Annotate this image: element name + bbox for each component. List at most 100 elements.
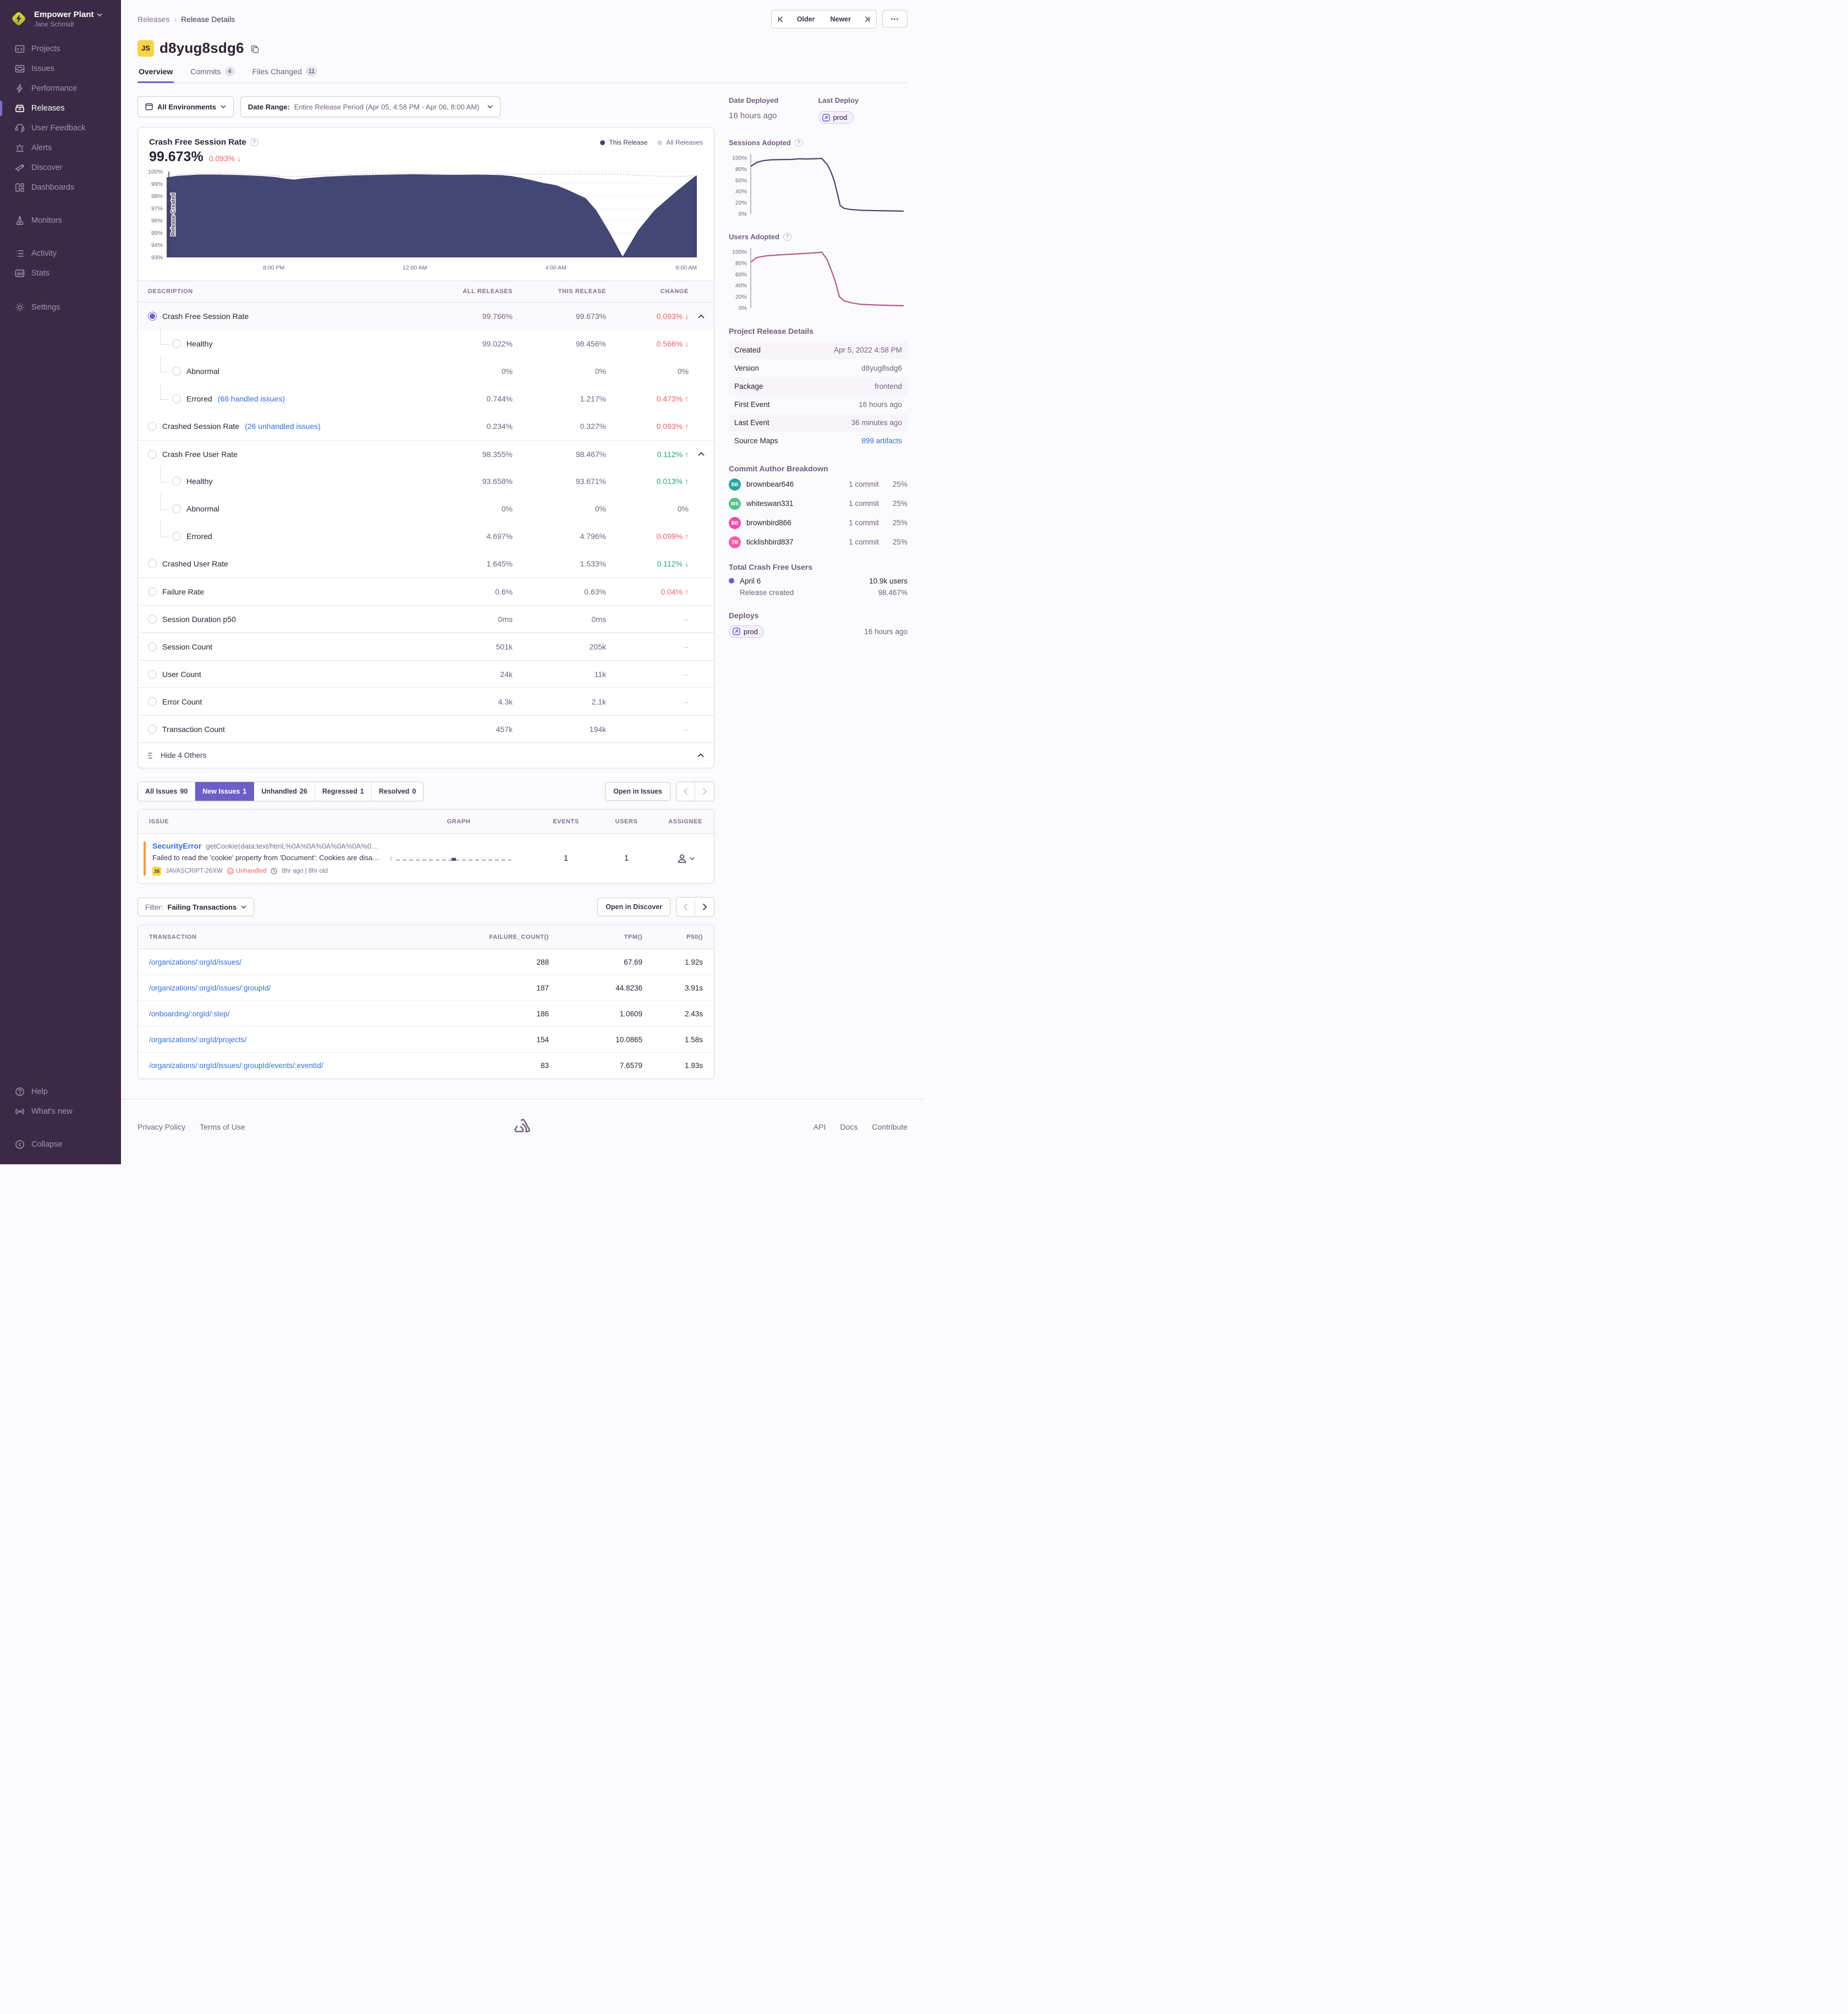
collapse-chevron-icon[interactable]	[689, 452, 714, 456]
tab-files-changed[interactable]: Files Changed 11	[251, 67, 319, 82]
prev-page-button[interactable]	[676, 782, 695, 801]
api-link[interactable]: API	[813, 1122, 826, 1131]
sidebar-item-activity[interactable]: Activity	[0, 244, 121, 263]
sidebar-item-issues[interactable]: Issues	[0, 59, 121, 79]
org-switcher[interactable]: Empower Plant Jane Schmidt	[0, 0, 121, 39]
sidebar-item-releases[interactable]: Releases	[0, 98, 121, 118]
collapse-icon	[14, 1140, 25, 1150]
topbar: Releases › Release Details Older Newer ⋯	[138, 0, 908, 29]
open-in-discover-button[interactable]: Open in Discover	[597, 898, 670, 916]
metric-radio[interactable]	[148, 587, 157, 596]
metric-radio[interactable]	[172, 394, 181, 403]
sidebar-item-projects[interactable]: Projects	[0, 39, 121, 59]
legend-this-release[interactable]: This Release	[600, 139, 647, 146]
metric-radio[interactable]	[148, 422, 157, 431]
tab-regressed[interactable]: Regressed 1	[315, 782, 372, 801]
sidebar-item-alerts[interactable]: Alerts	[0, 138, 121, 158]
collapse-chevron-icon[interactable]	[689, 314, 714, 318]
metric-row-crash-free-user-rate: Crash Free User Rate 98.355% 98.467% 0.1…	[138, 440, 714, 467]
skip-to-last-button[interactable]	[859, 10, 876, 28]
contribute-link[interactable]: Contribute	[872, 1122, 908, 1131]
new-issues-panel: ISSUE GRAPH EVENTS USERS ASSIGNEE Securi…	[138, 809, 714, 884]
commit-author-row: WS whiteswan331 1 commit 25%	[729, 497, 908, 510]
sidebar-item-discover[interactable]: Discover	[0, 158, 121, 178]
older-button[interactable]: Older	[789, 10, 823, 28]
legend-all-releases[interactable]: All Releases	[657, 139, 703, 146]
open-in-issues-button[interactable]: Open in Issues	[605, 782, 670, 801]
release-nav-group: Older Newer	[771, 10, 877, 29]
svg-text:100%: 100%	[732, 249, 747, 255]
assignee-selector[interactable]	[657, 853, 714, 864]
tab-unhandled[interactable]: Unhandled 26	[254, 782, 315, 801]
last-deploy-badge[interactable]: prod	[818, 111, 854, 124]
issue-level-bar	[144, 841, 146, 876]
deploy-env-badge[interactable]: prod	[729, 625, 765, 638]
metric-radio[interactable]	[172, 504, 181, 513]
next-page-button[interactable]	[695, 898, 714, 916]
transactions-filter-select[interactable]: Filter: Failing Transactions	[138, 898, 255, 916]
metric-radio[interactable]	[172, 477, 181, 486]
tab-new-issues[interactable]: New Issues 1	[195, 782, 255, 801]
sidebar-collapse-button[interactable]: Collapse	[0, 1135, 121, 1154]
last-deploy-label: Last Deploy	[818, 96, 859, 104]
sidebar-item-settings[interactable]: Settings	[0, 298, 121, 317]
commit-author-row: TB ticklishbird837 1 commit 25%	[729, 536, 908, 548]
tab-resolved[interactable]: Resolved 0	[371, 782, 424, 801]
terms-of-use-link[interactable]: Terms of Use	[200, 1122, 245, 1131]
metric-radio[interactable]	[148, 312, 157, 321]
transaction-link[interactable]: /onboarding/:orgId/:step/	[149, 1009, 230, 1018]
issue-events-count: 1	[563, 854, 569, 863]
tab-overview[interactable]: Overview	[138, 67, 174, 83]
tab-all-issues[interactable]: All Issues 90	[138, 782, 196, 801]
next-page-button[interactable]	[695, 782, 714, 801]
breadcrumb-releases[interactable]: Releases	[138, 15, 170, 24]
metric-radio[interactable]	[172, 367, 181, 376]
transaction-link[interactable]: /organizations/:orgId/issues/:groupId/ev…	[149, 1061, 323, 1070]
metric-radio[interactable]	[172, 339, 181, 348]
sidebar-item-whats-new[interactable]: What's new	[0, 1102, 121, 1121]
sidebar-item-monitors[interactable]: Monitors	[0, 211, 121, 230]
issue-title-link[interactable]: SecurityError	[152, 841, 202, 850]
transaction-link[interactable]: /organizations/:orgId/issues/:groupId/	[149, 983, 271, 992]
sidebar-item-performance[interactable]: Performance	[0, 79, 121, 98]
unhandled-issues-link[interactable]: (26 unhandled issues)	[245, 422, 321, 431]
sidebar-item-stats[interactable]: Stats	[0, 263, 121, 283]
chevron-down-icon	[241, 905, 246, 909]
hide-others-button[interactable]: Hide 4 Others	[138, 742, 714, 768]
chevron-down-icon	[689, 857, 695, 860]
artifacts-link[interactable]: 899 artifacts	[861, 436, 902, 445]
frown-icon	[227, 868, 234, 874]
metric-radio[interactable]	[148, 724, 157, 734]
copy-version-button[interactable]	[250, 44, 260, 54]
skip-to-first-button[interactable]	[771, 10, 789, 28]
docs-link[interactable]: Docs	[840, 1122, 858, 1131]
metric-radio[interactable]	[148, 669, 157, 679]
transaction-row: /organizations/:orgId/projects/ 154 10.0…	[138, 1027, 714, 1053]
metric-radio[interactable]	[148, 642, 157, 651]
tab-commits[interactable]: Commits 4	[189, 67, 235, 82]
metric-radio[interactable]	[148, 449, 157, 459]
tree-connector	[160, 521, 169, 537]
chevron-right-icon	[702, 788, 707, 795]
privacy-policy-link[interactable]: Privacy Policy	[138, 1122, 186, 1131]
svg-text:97%: 97%	[151, 205, 163, 212]
newer-button[interactable]: Newer	[822, 10, 859, 28]
transaction-link[interactable]: /organizations/:orgId/issues/	[149, 958, 242, 966]
date-range-select[interactable]: Date Range: Entire Release Period (Apr 0…	[240, 96, 501, 117]
prev-page-button[interactable]	[676, 898, 695, 916]
skip-start-icon	[778, 16, 783, 23]
metric-radio[interactable]	[148, 697, 157, 706]
chevron-down-icon	[221, 105, 226, 108]
metric-radio[interactable]	[148, 559, 157, 568]
sidebar-item-help[interactable]: Help	[0, 1082, 121, 1102]
environment-select[interactable]: All Environments	[138, 96, 234, 117]
metric-radio[interactable]	[172, 532, 181, 541]
more-options-button[interactable]: ⋯	[882, 10, 908, 27]
handled-issues-link[interactable]: (68 handled issues)	[217, 394, 285, 403]
sidebar-nav: Projects Issues Performance Releases Use…	[0, 39, 121, 1082]
metric-radio[interactable]	[148, 614, 157, 624]
transaction-link[interactable]: /organizations/:orgId/projects/	[149, 1035, 247, 1044]
sidebar-item-dashboards[interactable]: Dashboards	[0, 178, 121, 197]
sidebar-item-user-feedback[interactable]: User Feedback	[0, 118, 121, 138]
svg-text:93%: 93%	[151, 255, 163, 261]
